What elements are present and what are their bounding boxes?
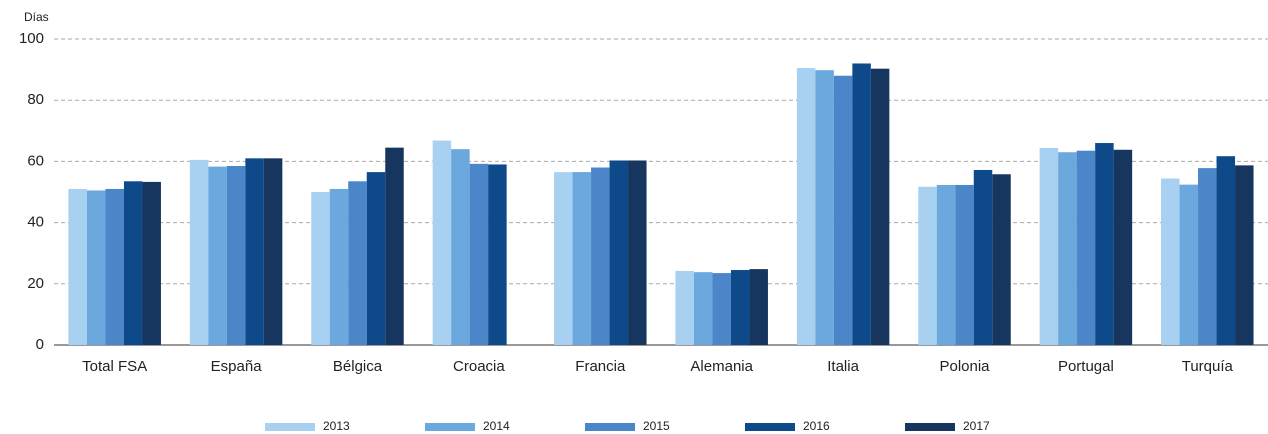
x-tick-label: Bélgica — [333, 358, 383, 375]
x-tick-label: Total FSA — [82, 358, 147, 375]
legend-label: 2016 — [803, 419, 830, 433]
y-tick-label: 20 — [27, 275, 44, 292]
bar — [609, 160, 629, 345]
bar — [730, 270, 750, 345]
bar — [123, 181, 143, 345]
y-tick-label: 80 — [27, 91, 44, 108]
bar — [815, 70, 834, 345]
bar — [693, 272, 713, 345]
bar — [142, 181, 161, 345]
x-tick-label: Polonia — [939, 358, 990, 375]
y-axis-label: Días — [24, 10, 49, 24]
bar — [86, 190, 106, 345]
bar — [1076, 150, 1096, 345]
x-tick-label: Francia — [575, 358, 626, 375]
legend-label: 2014 — [483, 419, 510, 433]
bar — [348, 181, 367, 345]
bar — [385, 147, 404, 345]
bar — [992, 174, 1011, 345]
y-tick-label: 0 — [36, 336, 44, 353]
legend-label: 2017 — [963, 419, 990, 433]
bar — [189, 159, 209, 345]
bar — [870, 68, 890, 345]
bar — [488, 164, 507, 345]
bar — [366, 172, 386, 345]
bar — [796, 68, 816, 345]
bar — [226, 165, 246, 345]
bar — [973, 169, 993, 345]
bar — [628, 160, 647, 345]
x-tick-label: Italia — [827, 358, 859, 375]
bar — [852, 63, 871, 345]
bar — [749, 269, 768, 345]
bar — [833, 75, 853, 345]
x-tick-label: España — [211, 358, 263, 375]
bar — [1235, 165, 1254, 345]
bar — [712, 273, 731, 345]
bar — [918, 186, 937, 345]
bar — [1113, 149, 1133, 345]
bar — [68, 188, 87, 345]
bar — [1161, 178, 1180, 345]
bar — [311, 192, 330, 345]
legend-label: 2015 — [643, 419, 670, 433]
x-tick-label: Alemania — [690, 358, 753, 375]
bar — [469, 163, 489, 345]
bar — [554, 172, 573, 345]
legend-swatch — [425, 423, 475, 431]
bar — [955, 184, 974, 345]
legend-swatch — [265, 423, 315, 431]
bar — [105, 188, 124, 345]
bar — [572, 172, 592, 345]
bar — [1039, 147, 1059, 345]
y-tick-label: 60 — [27, 152, 44, 169]
x-tick-label: Portugal — [1058, 358, 1114, 375]
x-tick-label: Croacia — [453, 358, 505, 375]
bar — [1058, 152, 1077, 345]
y-tick-label: 100 — [19, 30, 44, 47]
legend-swatch — [745, 423, 795, 431]
legend-label: 2013 — [323, 419, 350, 433]
bar — [1198, 168, 1217, 345]
y-tick-label: 40 — [27, 214, 44, 231]
legend-swatch — [905, 423, 955, 431]
bar — [1095, 143, 1114, 345]
legend-swatch — [585, 423, 635, 431]
bar — [1179, 184, 1199, 345]
bar — [432, 140, 452, 345]
bar — [208, 166, 227, 345]
x-tick-label: Turquía — [1182, 358, 1234, 375]
bar — [329, 188, 349, 345]
bar — [1216, 156, 1236, 345]
bar — [936, 184, 956, 345]
bar — [245, 158, 264, 345]
bar — [451, 149, 470, 345]
bar — [263, 158, 283, 345]
bar — [675, 270, 694, 345]
bar — [591, 167, 610, 345]
